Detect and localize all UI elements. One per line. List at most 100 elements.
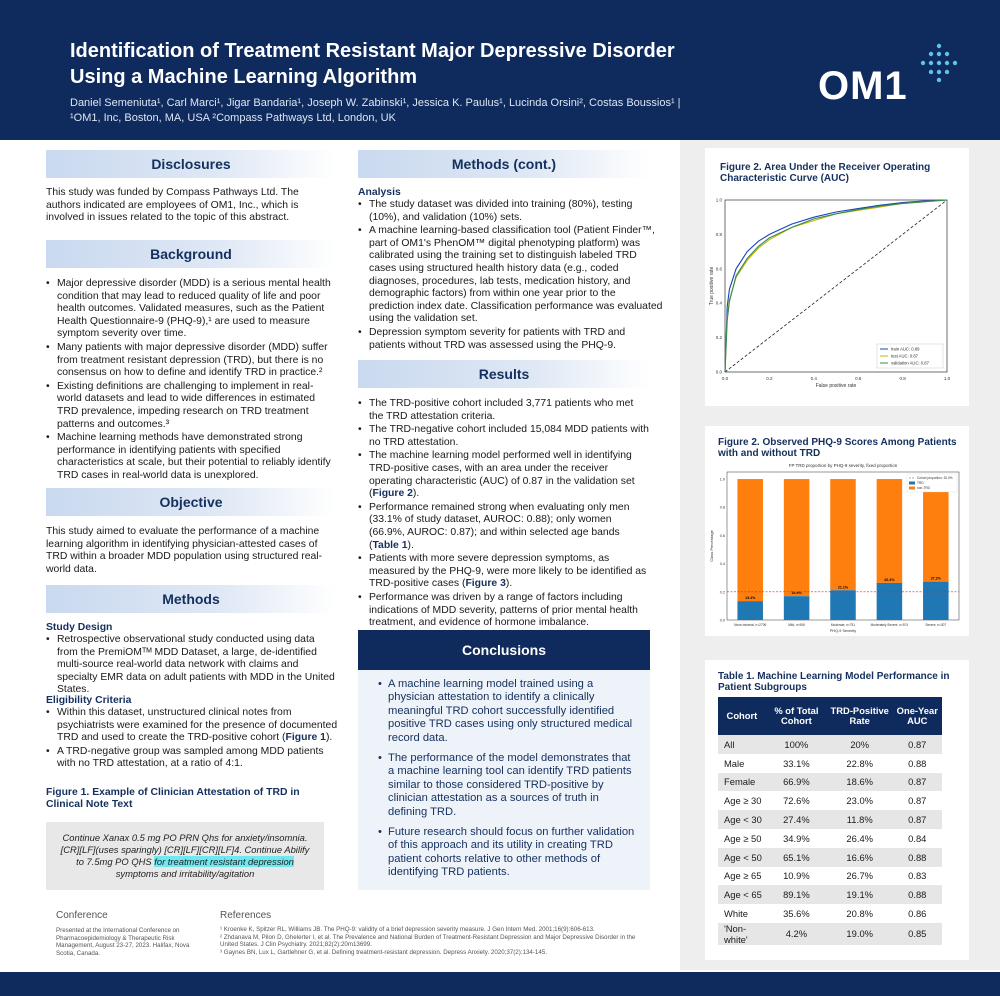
quote-line: to 7.5mg PO QHS for treatment resistant … (54, 856, 316, 868)
y-tick-label: 0.2 (716, 335, 723, 340)
table-cell: 27.4% (765, 810, 827, 829)
disclosures-heading: Disclosures (46, 150, 336, 178)
table-cell: 0.87 (892, 791, 942, 811)
table-cell: 66.9% (765, 772, 827, 792)
reference-item: ² Zhdanava M, Pilon D, Ghelerter I, et a… (220, 933, 636, 949)
conclusions-box: A machine learning model trained using a… (358, 670, 650, 890)
table-cell: 11.8% (826, 810, 893, 829)
table-row: All 100% 20% 0.87 (718, 735, 942, 754)
quote-line: Continue Xanax 0.5 mg PO PRN Qhs for anx… (62, 832, 308, 843)
background-text: Major depressive disorder (MDD) is a ser… (46, 278, 338, 484)
highlighted-phrase: for treatment resistant depression (154, 856, 294, 867)
x-tick-label: Moderately Severe, n=574 (871, 623, 909, 627)
bar-data-label: 13.4% (745, 596, 756, 600)
x-tick-label: 0.0 (722, 376, 729, 381)
legend-swatch (909, 486, 915, 490)
table-cell: 'Non-white' (718, 922, 766, 945)
y-tick-label: 0.6 (716, 266, 723, 271)
conclusions-heading: Conclusions (358, 630, 650, 670)
bar-data-label: 27.2% (931, 577, 942, 581)
table-cell: 26.7% (826, 866, 893, 886)
bar-trd (923, 581, 949, 620)
y-tick-label: 1.0 (720, 478, 725, 482)
table-cell: 0.88 (892, 753, 942, 773)
legend-label: train AUC: 0.89 (891, 347, 920, 352)
analysis-bullet: A machine learning-based classification … (358, 225, 663, 326)
table-header-row: Cohort% of Total Cohort TRD-Positive Rate… (718, 697, 942, 735)
table1-ref: Table 1 (372, 539, 408, 551)
roc-chart: 0.00.0 0.2 0.2 0.4 0.4 0.6 0.6 0.8 0.8 1.0 1.0 Fals… (709, 198, 951, 390)
conference-text: Presented at the International Conferenc… (56, 927, 190, 957)
table-cell: 19.0% (826, 922, 893, 945)
x-tick-label: 0.2 (766, 376, 773, 381)
bar-non-trd (783, 479, 810, 597)
legend-box (906, 473, 958, 493)
table-cell: 0.83 (892, 866, 942, 886)
conclusion-bullet: A machine learning model trained using a… (378, 678, 638, 745)
table-cell: 33.1% (765, 753, 827, 773)
table-cell: 4.2% (765, 922, 827, 945)
table-body: All 100% 20% 0.87 Male 33.1% 22.8% 0.88 Female 66… (718, 735, 942, 945)
chance-diagonal (724, 199, 948, 373)
results-bullet: Performance remained strong when evaluat… (358, 502, 650, 552)
table-cell: 26.4% (826, 828, 893, 848)
x-axis-label: False positive rate (816, 383, 857, 389)
table-cell: Age < 65 (718, 885, 766, 905)
table-cell: 34.9% (765, 828, 827, 848)
table-cell: 20% (826, 735, 893, 754)
column-header: One-Year AUC (892, 697, 942, 735)
table-row: White 35.6% 20.8% 0.86 (718, 904, 942, 923)
figure3-title: Figure 2. Observed PHQ-9 Scores Among Pa… (718, 437, 957, 459)
bar-non-trd (923, 479, 949, 582)
table1-wrapper: Cohort% of Total Cohort TRD-Positive Rate… (718, 697, 942, 945)
table-cell: 23.0% (826, 791, 893, 811)
results-bullet: The machine learning model performed wel… (358, 450, 650, 500)
table-cell: 16.6% (826, 847, 893, 867)
table-row: Male 33.1% 22.8% 0.88 (718, 753, 942, 773)
results-text-span: ). (407, 539, 414, 551)
results-bullet: Performance was driven by a range of fac… (358, 592, 650, 630)
background-bullet: Major depressive disorder (MDD) is a ser… (46, 278, 338, 341)
conclusion-bullet: The performance of the model demonstrate… (378, 752, 638, 819)
disclosures-text: This study was funded by Compass Pathway… (46, 187, 299, 224)
y-axis-label: True positive rate (709, 267, 715, 306)
x-tick-label: Moderate, n=751 (831, 623, 855, 627)
table-cell: 0.88 (892, 885, 942, 905)
bar-trd (783, 596, 810, 620)
results-text-span: ). (505, 578, 513, 590)
background-bullet: Existing definitions are challenging to … (46, 381, 338, 431)
legend-label: Cohort proportion: 20.0% (917, 476, 953, 480)
figure3-ref: Figure 3 (465, 578, 506, 590)
x-tick-label: 0.4 (811, 376, 818, 381)
roc-curve-0 (724, 199, 948, 373)
results-text: The TRD-positive cohort included 3,771 p… (358, 398, 650, 631)
bar-data-label: 21.1% (838, 585, 849, 589)
figure2-ref: Figure 2 (372, 488, 413, 500)
results-text-span: Performance remained strong when evaluat… (369, 501, 630, 551)
legend-label: TRD (917, 481, 924, 485)
study-design-text: Retrospective observational study conduc… (46, 634, 338, 698)
clinical-note-example: Continue Xanax 0.5 mg PO PRN Qhs for anx… (46, 822, 324, 890)
table-cell: 0.87 (892, 810, 942, 829)
x-tick-label: Mild, n=906 (788, 623, 805, 627)
eligibility-bullet-end: ). (325, 732, 333, 744)
figure1-title: Figure 1. Example of Clinician Attestati… (46, 787, 300, 810)
title-line-1: Identification of Treatment Resistant Ma… (70, 40, 675, 62)
table-cell: 10.9% (765, 866, 827, 886)
reference-item: ¹ Kroenke K, Spitzer RL, Williams JB. Th… (220, 926, 595, 933)
background-heading: Background (46, 240, 336, 268)
bar-non-trd (737, 479, 763, 602)
x-axis-label: PHQ-9 Severity (830, 629, 856, 633)
bar-trd (737, 601, 763, 620)
study-design-bullet: Retrospective observational study conduc… (46, 634, 338, 697)
om1-logo: OM1 (818, 42, 968, 112)
performance-table: Cohort% of Total Cohort TRD-Positive Rate… (718, 697, 942, 945)
table-cell: 65.1% (765, 847, 827, 867)
table-cell: Female (718, 772, 766, 792)
table-cell: 0.84 (892, 828, 942, 848)
table-row: Age < 50 65.1% 16.6% 0.88 (718, 847, 942, 867)
table-cell: Age ≥ 65 (718, 866, 766, 886)
column-header: Cohort (718, 697, 766, 735)
footer-bar (0, 972, 1000, 996)
reference-item: ³ Gaynes BN, Lux L, Gartlehner G, et al.… (220, 948, 547, 956)
